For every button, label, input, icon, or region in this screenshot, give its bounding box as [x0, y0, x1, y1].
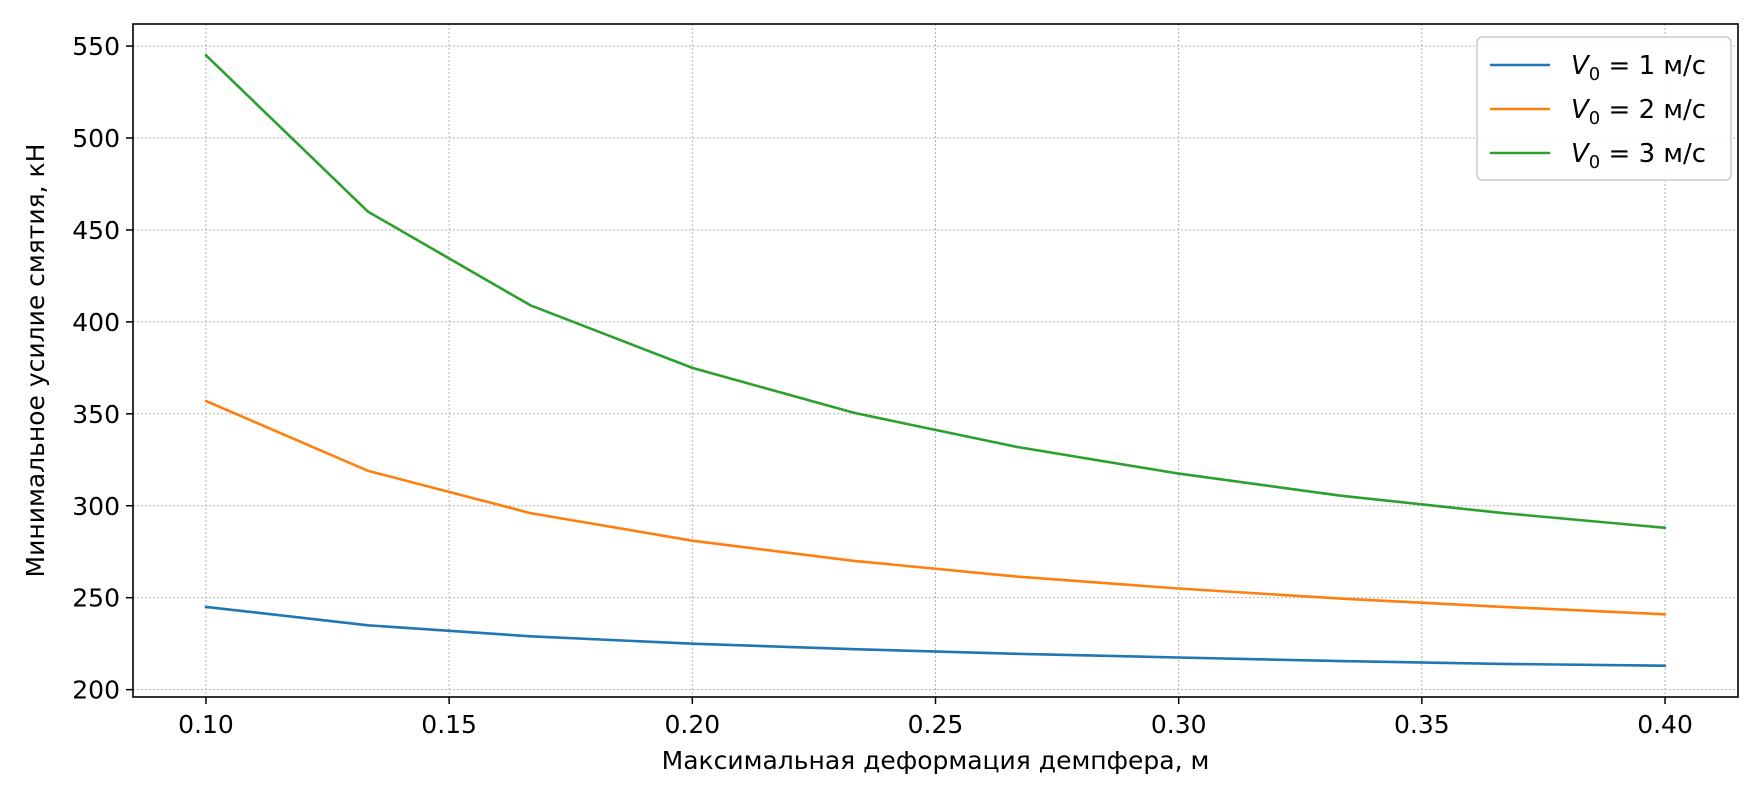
- series-lines: [204, 53, 1667, 668]
- legend-entry: V0 = 2 м/с: [1571, 95, 1706, 129]
- y-axis-ticks: 200 250 300 350 400 450 500 550: [72, 32, 133, 705]
- x-tick-label: 0.30: [1151, 710, 1207, 739]
- y-tick-label: 300: [72, 492, 120, 521]
- y-tick-label: 350: [72, 400, 120, 429]
- x-tick-label: 0.40: [1637, 710, 1693, 739]
- x-axis-label: Максимальная деформация демпфера, м: [662, 746, 1210, 775]
- x-tick-label: 0.15: [421, 710, 477, 739]
- x-tick-label: 0.20: [664, 710, 720, 739]
- legend-entry: V0 = 1 м/с: [1571, 51, 1706, 85]
- series-line-2: [204, 399, 1667, 616]
- y-tick-label: 450: [72, 216, 120, 245]
- grid: [133, 24, 1738, 697]
- x-tick-label: 0.10: [178, 710, 234, 739]
- y-tick-label: 500: [72, 124, 120, 153]
- x-tick-label: 0.35: [1394, 710, 1450, 739]
- y-tick-label: 550: [72, 32, 120, 61]
- y-tick-label: 400: [72, 308, 120, 337]
- y-tick-label: 250: [72, 584, 120, 613]
- series-line-1: [204, 605, 1667, 668]
- x-tick-label: 0.25: [908, 710, 964, 739]
- y-axis-label: Минимальное усилие смятия, кН: [21, 144, 50, 578]
- series-line-3: [204, 53, 1667, 530]
- y-tick-label: 200: [72, 676, 120, 705]
- legend-entry: V0 = 3 м/с: [1571, 139, 1706, 173]
- x-axis-ticks: 0.10 0.15 0.20 0.25 0.30 0.35 0.40: [178, 697, 1693, 739]
- legend: V0 = 1 м/с V0 = 2 м/с V0 = 3 м/с: [1476, 36, 1732, 181]
- legend-box: [1476, 36, 1732, 181]
